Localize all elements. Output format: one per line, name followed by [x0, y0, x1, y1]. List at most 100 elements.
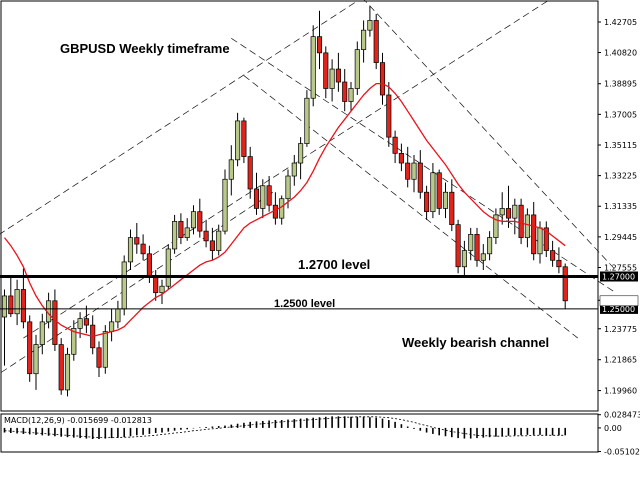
candle-body	[417, 162, 423, 193]
candle-body	[285, 175, 291, 200]
candle-body	[379, 62, 386, 96]
channel-line	[0, 190, 276, 374]
candle-body	[543, 227, 549, 251]
level-tag-label: 1.27000	[602, 272, 635, 281]
candle-body	[316, 36, 323, 54]
candle-body	[228, 159, 234, 180]
candle-body	[27, 321, 33, 375]
candle-body	[115, 308, 121, 323]
price-tick-label: 1.37005	[604, 110, 637, 119]
price-tick-label: 1.29445	[604, 233, 637, 242]
candle-body	[203, 230, 209, 242]
candle-body	[197, 211, 203, 232]
candle-body	[153, 276, 159, 294]
macd-signal-line	[4, 416, 566, 438]
candle-body	[235, 120, 241, 161]
price-tick-label: 1.33225	[604, 172, 637, 181]
level-tag-label: 1.25000	[602, 305, 635, 314]
candle-body	[109, 321, 115, 332]
candle-body	[493, 214, 499, 238]
candle-body	[96, 347, 102, 368]
current-price-tag	[599, 295, 639, 307]
price-tick-label: 1.21865	[604, 356, 637, 365]
candle-body	[140, 243, 146, 255]
price-tick-label: 1.23775	[604, 325, 637, 334]
candle-body	[77, 318, 83, 329]
channel-annotation: Weekly bearish channel	[402, 335, 549, 350]
candle-body	[121, 261, 127, 310]
price-tick-label: 1.42705	[604, 18, 637, 27]
candle-body	[361, 29, 367, 50]
price-tick-label: 1.19960	[604, 387, 637, 396]
channel-line	[363, 0, 616, 271]
price-axis: 1.42705 1.40820 1.38895 1.37005 1.35115 1.332…	[598, 18, 639, 396]
level-1-label: 1.2700 level	[298, 257, 370, 272]
price-tick-label: 1.35115	[604, 141, 637, 150]
candle-body	[146, 253, 152, 277]
candle-body	[392, 136, 398, 154]
candle-body	[127, 237, 134, 263]
level-lines	[0, 274, 598, 310]
candle-body	[342, 81, 348, 102]
price-tick-label: 1.31335	[604, 202, 637, 211]
candle-body	[241, 120, 247, 157]
candle-body	[260, 185, 266, 209]
candle-body	[474, 234, 480, 261]
candle-body	[512, 204, 518, 219]
candle-body	[436, 172, 442, 209]
candle-body	[405, 162, 411, 180]
candle-body	[323, 52, 329, 89]
candle-body	[71, 328, 77, 355]
candle-body	[83, 318, 89, 326]
candle-body	[373, 20, 379, 63]
candle-body	[159, 285, 165, 294]
candle-body	[184, 227, 190, 238]
candle-body	[304, 97, 310, 144]
candle-body	[449, 191, 455, 225]
macd-panel: 0.028473 0.00 -0.051023	[0, 411, 640, 457]
candle-body	[165, 248, 171, 287]
channel-line	[243, 75, 579, 339]
candle-body	[480, 253, 486, 261]
candle-body	[310, 36, 316, 99]
candle-body	[209, 240, 215, 251]
candle-body	[64, 353, 71, 391]
candle-body	[279, 198, 285, 219]
candle-body	[524, 214, 530, 238]
candle-body	[505, 208, 512, 219]
candle-body	[398, 152, 404, 164]
macd-title: MACD(12,26,9) -0.015699 -0.012813	[4, 416, 152, 425]
macd-panel-frame	[0, 413, 599, 453]
price-tick-label: 1.40820	[604, 49, 637, 58]
candle-body	[499, 208, 505, 216]
candle-body	[487, 237, 493, 255]
chart-title: GBPUSD Weekly timeframe	[60, 41, 230, 56]
level-2-label: 1.2500 level	[274, 298, 335, 310]
candle-body	[222, 178, 228, 232]
candle-body	[537, 227, 543, 255]
candle-body	[556, 259, 562, 268]
candle-body	[102, 331, 108, 368]
level-tag-box	[600, 271, 638, 282]
candle-body	[58, 344, 64, 391]
candle-body	[1, 295, 8, 318]
candle-body	[411, 162, 417, 180]
candle-body	[386, 94, 392, 138]
candle-body	[52, 300, 58, 345]
level-tag-box	[600, 303, 638, 314]
candle-body	[253, 188, 260, 209]
candle-body	[562, 266, 568, 302]
price-tick-label: 1.27555	[604, 264, 637, 273]
candle-body	[455, 224, 461, 268]
candle-body	[442, 191, 449, 209]
macd-tick-label: -0.051023	[604, 448, 640, 457]
channel-line	[0, 0, 358, 235]
candle-body	[335, 68, 341, 83]
candle-body	[531, 214, 537, 255]
candle-body	[172, 221, 178, 250]
candle-body	[190, 211, 197, 229]
candle-body	[468, 234, 474, 251]
candle-body	[247, 156, 253, 190]
candle-body	[291, 162, 297, 177]
